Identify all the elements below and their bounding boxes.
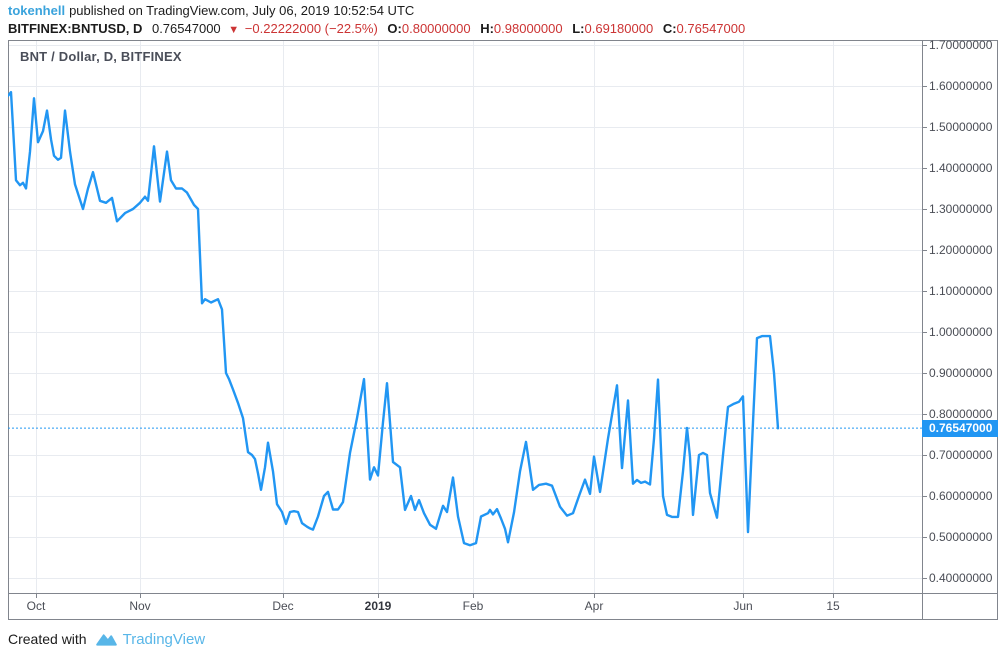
price-tick-label: 0.90000000 (929, 365, 993, 380)
last-price-text: 0.76547000 (151, 21, 221, 36)
high-label: H: (480, 21, 494, 36)
time-tick-label: 2019 (364, 599, 392, 613)
time-tick-label: Nov (129, 599, 151, 613)
price-scale: 1.70000000 1.60000000 1.50000000 1.40000000… (929, 38, 998, 593)
ohlc-close: C:0.76547000 (663, 21, 745, 36)
price-change-text: −0.22222000 (−22.5%) (244, 21, 378, 36)
published-line: tokenhell published on TradingView.com, J… (8, 3, 745, 19)
price-tick-label: 1.60000000 (929, 79, 993, 93)
open-value: 0.80000000 (401, 21, 471, 36)
price-tick-label: 1.50000000 (929, 120, 993, 134)
time-tick-label: Apr (584, 599, 604, 613)
down-triangle-icon: ▼ (228, 24, 240, 36)
price-tick-label: 1.30000000 (929, 201, 993, 216)
time-tick-label: 15 (826, 599, 840, 613)
publisher-link[interactable]: tokenhell (8, 3, 66, 18)
ohlc-open: O:0.80000000 (387, 21, 470, 36)
price-tick-label: 1.40000000 (929, 161, 993, 175)
price-tick-label: 1.10000000 (929, 283, 993, 298)
price-tick-label: 0.40000000 (929, 570, 993, 585)
price-tick-label: 1.70000000 (929, 38, 993, 53)
footer: Created with TradingView (8, 628, 205, 650)
close-value: 0.76547000 (676, 21, 746, 36)
time-scale: Oct Nov Dec 2019 Feb Apr Jun 15 (8, 599, 922, 617)
last-price-badge: 0.76547000 (922, 419, 998, 437)
open-label: O: (387, 21, 402, 36)
price-tick-label: 1.00000000 (929, 324, 993, 339)
chart-frame: BNT / Dollar, D, BITFINEX 1.70000000 1.60… (8, 38, 998, 620)
price-chart-canvas (8, 40, 998, 620)
price-tick-label: 1.20000000 (929, 242, 993, 257)
price-tick-label: 0.60000000 (929, 488, 993, 503)
time-tick-label: Dec (272, 599, 294, 613)
high-value: 0.98000000 (493, 21, 563, 36)
ohlc-high: H:0.98000000 (480, 21, 562, 36)
price-tick-label: 0.70000000 (929, 447, 993, 462)
time-tick-label: Oct (26, 599, 46, 613)
symbol-title: BITFINEX:BNTUSD, D (8, 21, 143, 36)
time-tick-label: Jun (733, 599, 753, 613)
tradingview-logo-icon (95, 633, 117, 646)
chart-title: BNT / Dollar, D, BITFINEX (20, 49, 182, 64)
published-on-text: published on TradingView.com, July 06, 2… (69, 3, 415, 18)
symbol-ohlc-line: BITFINEX:BNTUSD, D 0.76547000 ▼ −0.22222… (8, 21, 745, 38)
low-label: L: (572, 21, 585, 36)
tradingview-brand-link[interactable]: TradingView (122, 630, 206, 648)
time-tick-label: Feb (462, 599, 484, 613)
price-tick-label: 0.50000000 (929, 529, 993, 544)
low-value: 0.69180000 (584, 21, 654, 36)
publish-header: tokenhell published on TradingView.com, J… (8, 3, 745, 38)
ohlc-low: L:0.69180000 (572, 21, 653, 36)
close-label: C: (662, 21, 677, 36)
created-with-text: Created with (8, 631, 87, 647)
price-tick-label: 0.80000000 (929, 406, 993, 421)
